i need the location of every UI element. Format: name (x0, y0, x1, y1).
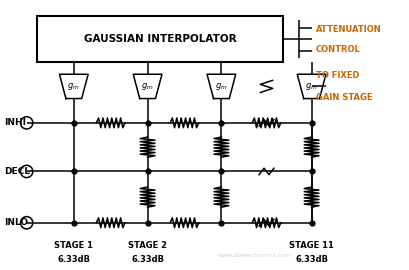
Text: $g_m$: $g_m$ (305, 81, 317, 92)
Text: www.dzelectronics.com: www.dzelectronics.com (217, 253, 290, 258)
Text: TO FIXED: TO FIXED (315, 71, 358, 80)
Text: GAIN STAGE: GAIN STAGE (315, 93, 371, 102)
Text: $g_m$: $g_m$ (215, 81, 227, 92)
Bar (37, 16, 282, 62)
Text: STAGE 2: STAGE 2 (128, 241, 167, 250)
Text: STAGE 1: STAGE 1 (54, 241, 93, 250)
Text: $g_m$: $g_m$ (141, 81, 153, 92)
Text: 6.33dB: 6.33dB (294, 255, 327, 264)
Text: $g_m$: $g_m$ (67, 81, 80, 92)
Text: CONTROL: CONTROL (315, 45, 360, 54)
Text: INHI: INHI (4, 118, 26, 127)
Text: 6.33dB: 6.33dB (57, 255, 90, 264)
Text: STAGE 11: STAGE 11 (288, 241, 333, 250)
Text: GAUSSIAN INTERPOLATOR: GAUSSIAN INTERPOLATOR (83, 34, 236, 44)
Text: 6.33dB: 6.33dB (131, 255, 164, 264)
Text: DECL: DECL (4, 167, 30, 176)
Text: ATTENUATION: ATTENUATION (315, 25, 380, 33)
Text: INLO: INLO (4, 218, 28, 227)
